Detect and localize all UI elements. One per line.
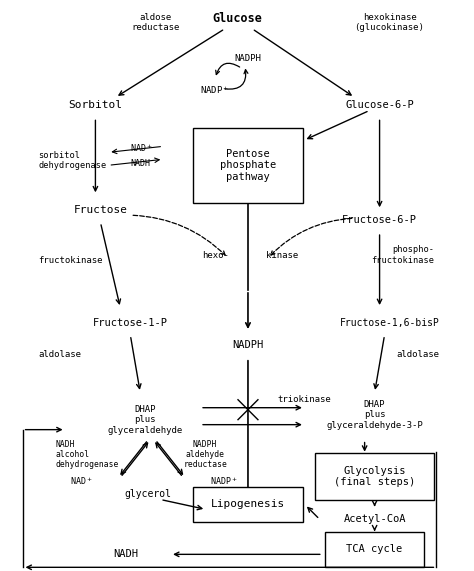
Text: DHAP
plus
glyceraldehyde: DHAP plus glyceraldehyde — [108, 405, 183, 435]
Bar — [325, 532, 424, 567]
Text: Glucose-6-P: Glucose-6-P — [345, 100, 414, 110]
Text: Pentose
phosphate
pathway: Pentose phosphate pathway — [220, 148, 276, 182]
Text: NADP$^+$: NADP$^+$ — [210, 476, 238, 488]
Bar — [193, 487, 303, 522]
Text: hexo-: hexo- — [201, 251, 228, 260]
Text: Acetyl-CoA: Acetyl-CoA — [343, 514, 406, 524]
Text: Fructose: Fructose — [73, 205, 128, 215]
Text: NADPH: NADPH — [232, 340, 264, 350]
Text: TCA cycle: TCA cycle — [346, 544, 403, 554]
Text: NAD$^+$: NAD$^+$ — [130, 143, 153, 154]
Bar — [193, 128, 303, 203]
Text: sorbitol
dehydrogenase: sorbitol dehydrogenase — [38, 151, 107, 170]
Text: NADPH: NADPH — [235, 54, 261, 63]
Text: hexokinase
(glucokinase): hexokinase (glucokinase) — [355, 13, 425, 33]
Text: Fructose-1,6-bisP: Fructose-1,6-bisP — [339, 318, 439, 328]
Text: fructokinase: fructokinase — [38, 256, 103, 264]
Text: NADH: NADH — [113, 549, 138, 560]
Text: NADH: NADH — [130, 159, 150, 168]
Text: aldolase: aldolase — [396, 351, 439, 359]
Text: Glucose: Glucose — [212, 12, 262, 25]
Text: Glycolysis
(final steps): Glycolysis (final steps) — [334, 466, 415, 487]
Text: glycerol: glycerol — [125, 489, 172, 500]
Text: Sorbitol: Sorbitol — [68, 100, 122, 110]
Text: Lipogenesis: Lipogenesis — [211, 500, 285, 509]
Text: Fructose-1-P: Fructose-1-P — [93, 318, 168, 328]
Text: aldolase: aldolase — [38, 351, 82, 359]
Text: DHAP
plus
glyceraldehyde-3-P: DHAP plus glyceraldehyde-3-P — [326, 400, 423, 429]
Text: aldose
reductase: aldose reductase — [131, 13, 180, 33]
Text: NADH
alcohol
dehydrogenase: NADH alcohol dehydrogenase — [55, 440, 119, 469]
Bar — [315, 453, 434, 500]
Text: kinase: kinase — [266, 251, 298, 260]
Text: NADP$^+$: NADP$^+$ — [201, 85, 230, 96]
Text: NAD$^+$: NAD$^+$ — [71, 476, 93, 488]
Text: phospho-
fructokinase: phospho- fructokinase — [372, 246, 434, 265]
Text: triokinase: triokinase — [278, 395, 332, 404]
Text: NADPH
aldehyde
reductase: NADPH aldehyde reductase — [183, 440, 227, 469]
Text: Fructose-6-P: Fructose-6-P — [342, 215, 417, 225]
